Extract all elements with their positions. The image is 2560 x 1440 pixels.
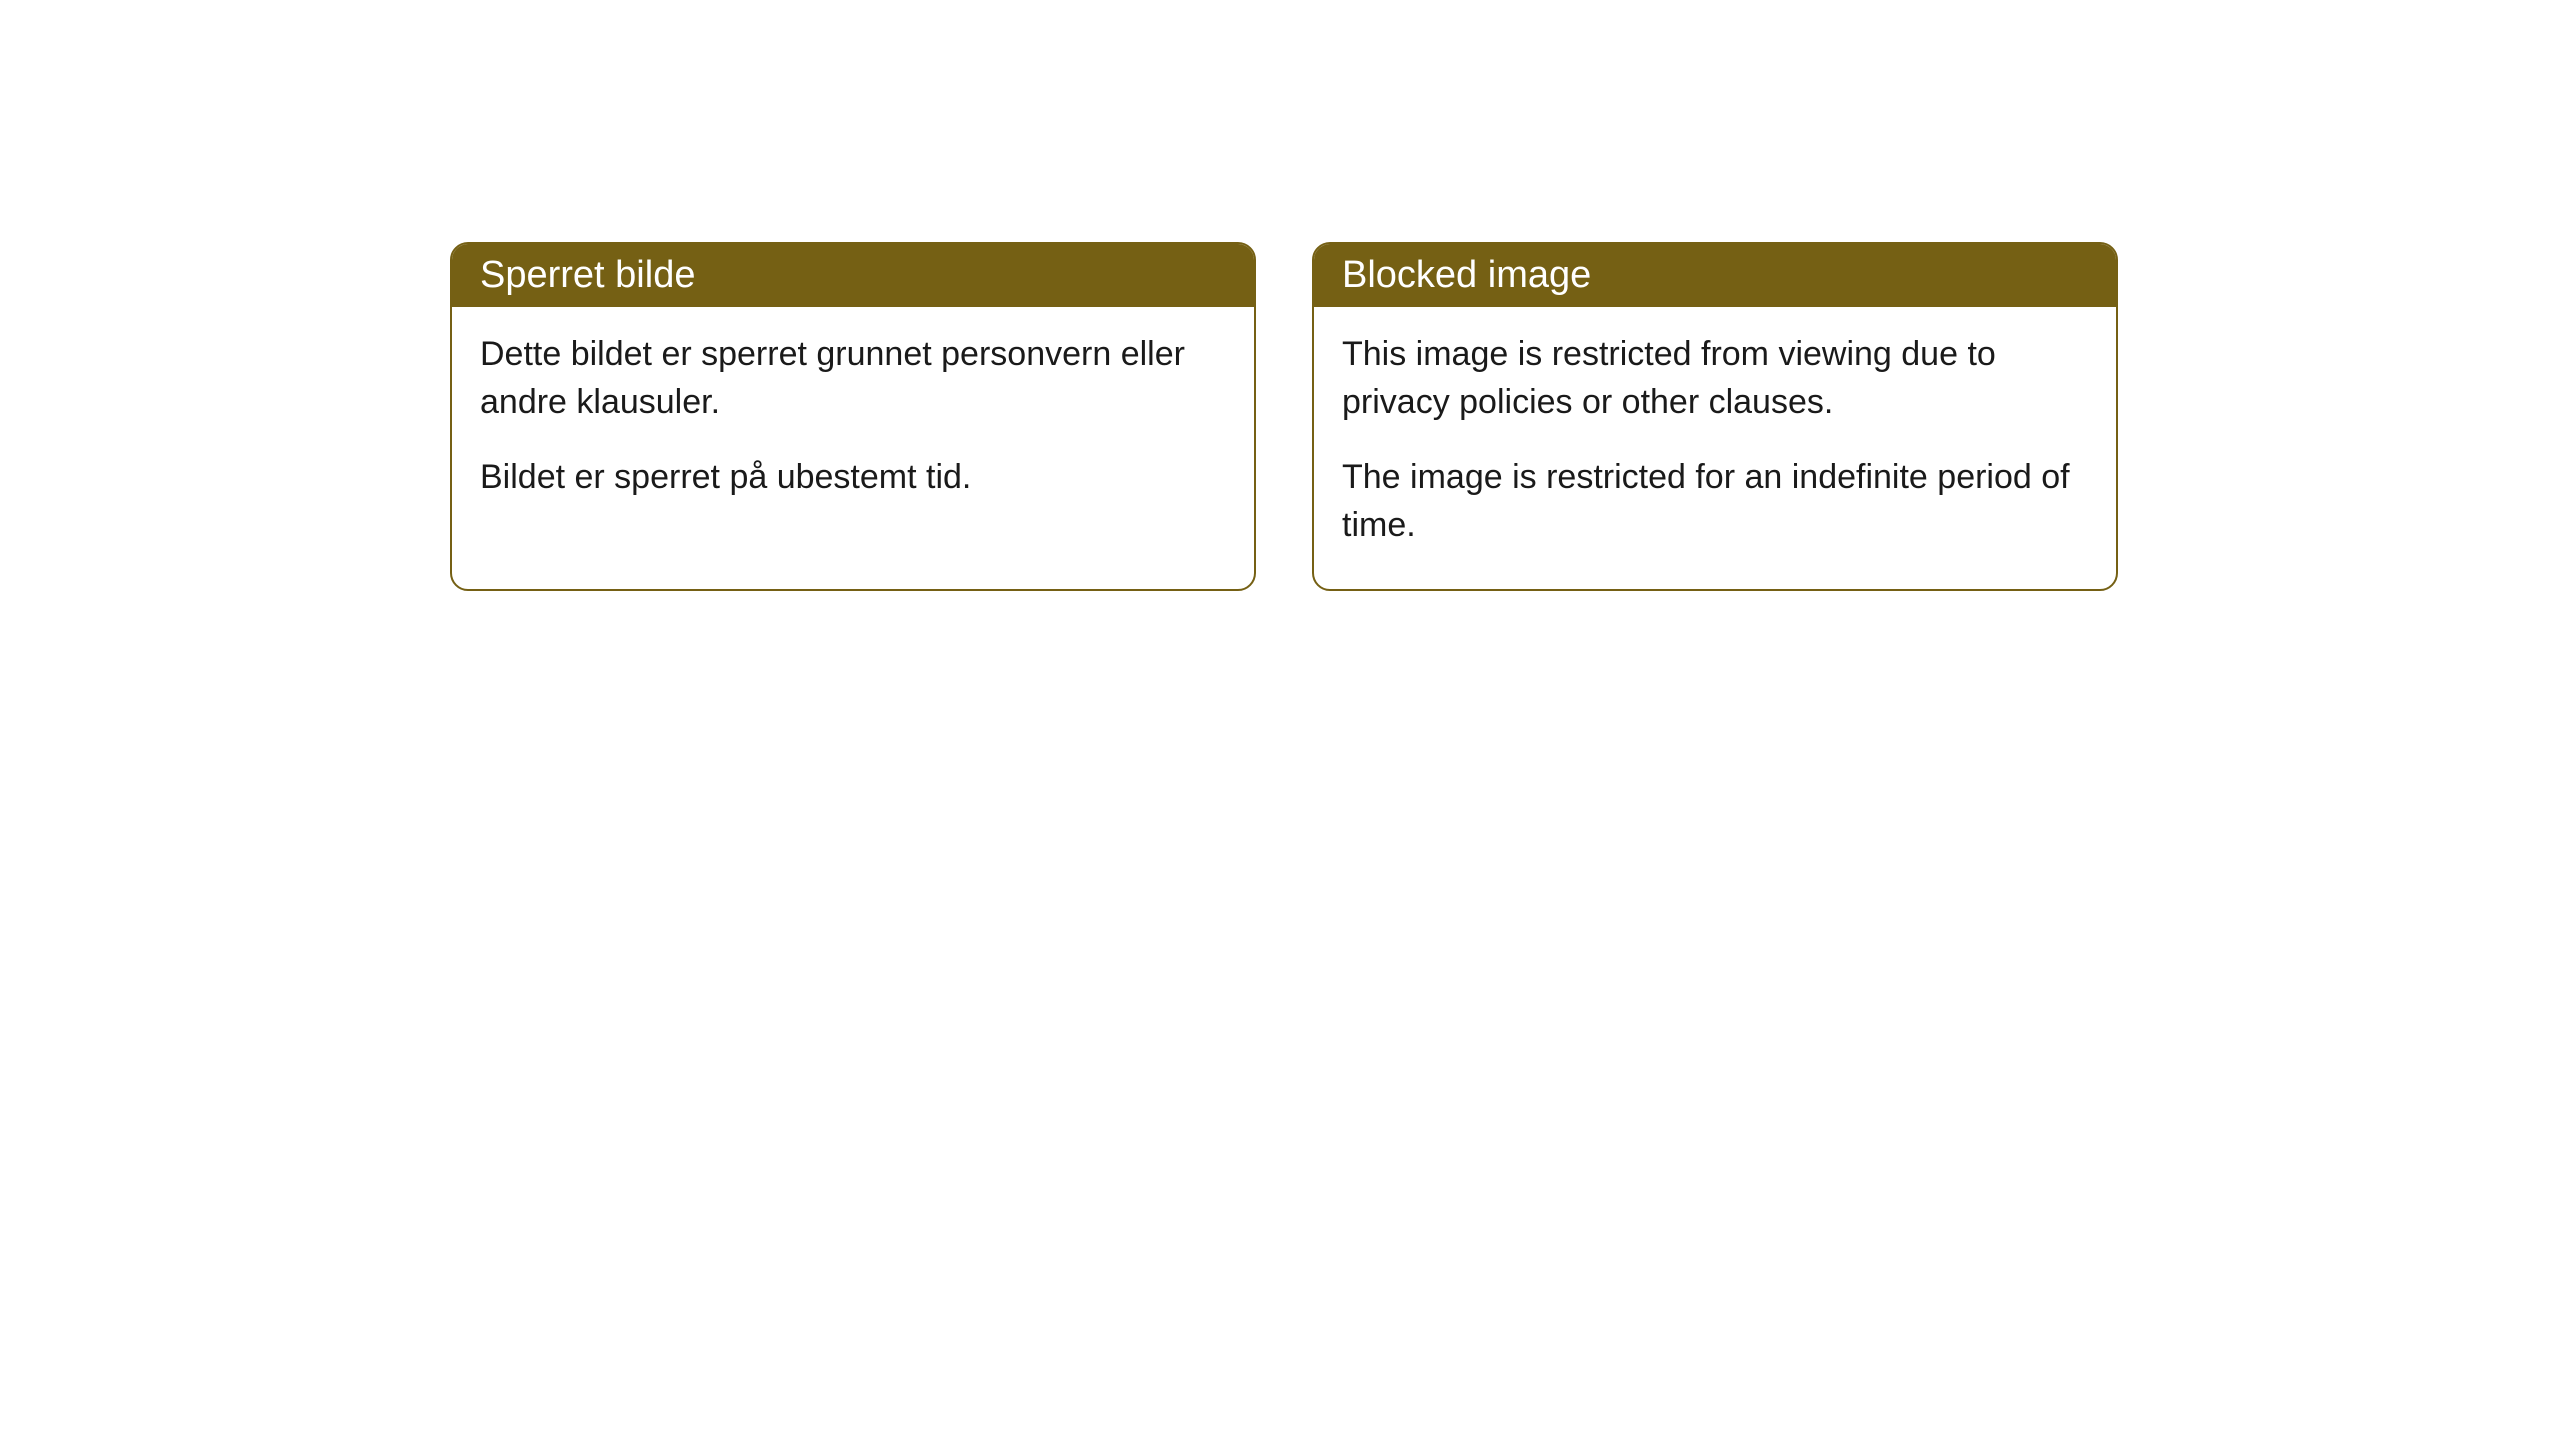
card-title-norwegian: Sperret bilde (480, 254, 695, 296)
card-title-english: Blocked image (1342, 254, 1591, 296)
card-header-norwegian: Sperret bilde (452, 244, 1254, 307)
card-body-english: This image is restricted from viewing du… (1314, 307, 2116, 589)
card-body-norwegian: Dette bildet er sperret grunnet personve… (452, 307, 1254, 542)
card-english: Blocked image This image is restricted f… (1312, 242, 2118, 591)
card-paragraph1-norwegian: Dette bildet er sperret grunnet personve… (480, 331, 1226, 426)
cards-container: Sperret bilde Dette bildet er sperret gr… (450, 242, 2118, 591)
card-paragraph2-english: The image is restricted for an indefinit… (1342, 454, 2088, 549)
card-norwegian: Sperret bilde Dette bildet er sperret gr… (450, 242, 1256, 591)
card-paragraph1-english: This image is restricted from viewing du… (1342, 331, 2088, 426)
card-header-english: Blocked image (1314, 244, 2116, 307)
card-paragraph2-norwegian: Bildet er sperret på ubestemt tid. (480, 454, 1226, 502)
